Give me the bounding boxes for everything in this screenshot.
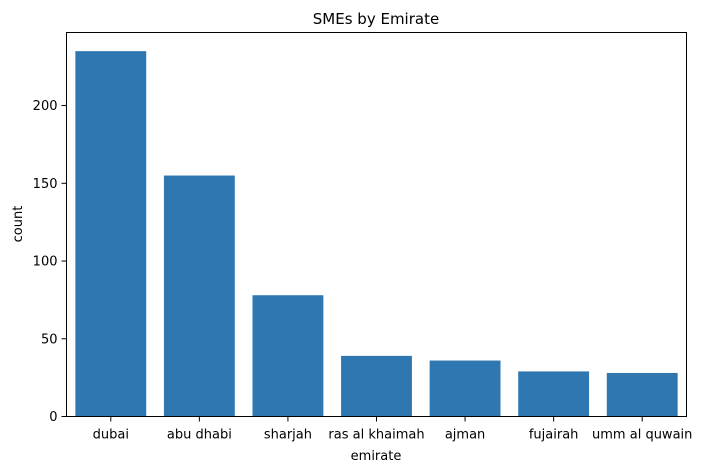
plot-frame [66, 32, 687, 417]
y-axis: 0 50 100 150 200 [33, 99, 67, 425]
bar-ajman [429, 360, 501, 417]
bar-sharjah [252, 295, 324, 417]
bar-ras-al-khaimah [341, 355, 412, 417]
bars-group [75, 51, 678, 417]
bar-fujairah [518, 371, 590, 417]
x-axis-label: emirate [351, 449, 402, 464]
y-axis-label: count [11, 206, 26, 243]
y-tick-label: 50 [41, 332, 58, 347]
bar-umm-al-quwain [606, 372, 678, 417]
y-tick-label: 100 [33, 255, 58, 270]
bar-dubai [75, 51, 147, 417]
x-tick-label: sharjah [264, 428, 312, 443]
bar-abu-dhabi [163, 175, 235, 417]
x-tick-label: dubai [93, 428, 129, 443]
y-tick-label: 150 [33, 177, 58, 192]
x-tick-label: ras al khaimah [328, 428, 424, 443]
y-tick-label: 0 [49, 410, 57, 425]
x-tick-label: ajman [445, 428, 485, 443]
x-axis: dubai abu dhabi sharjah ras al khaimah ajman… [93, 416, 692, 443]
x-tick-label: fujairah [529, 428, 579, 443]
x-tick-label: abu dhabi [167, 428, 232, 443]
y-tick-label: 200 [33, 99, 58, 114]
chart-title: SMEs by Emirate [313, 10, 439, 28]
x-tick-label: umm al quwain [592, 428, 692, 443]
